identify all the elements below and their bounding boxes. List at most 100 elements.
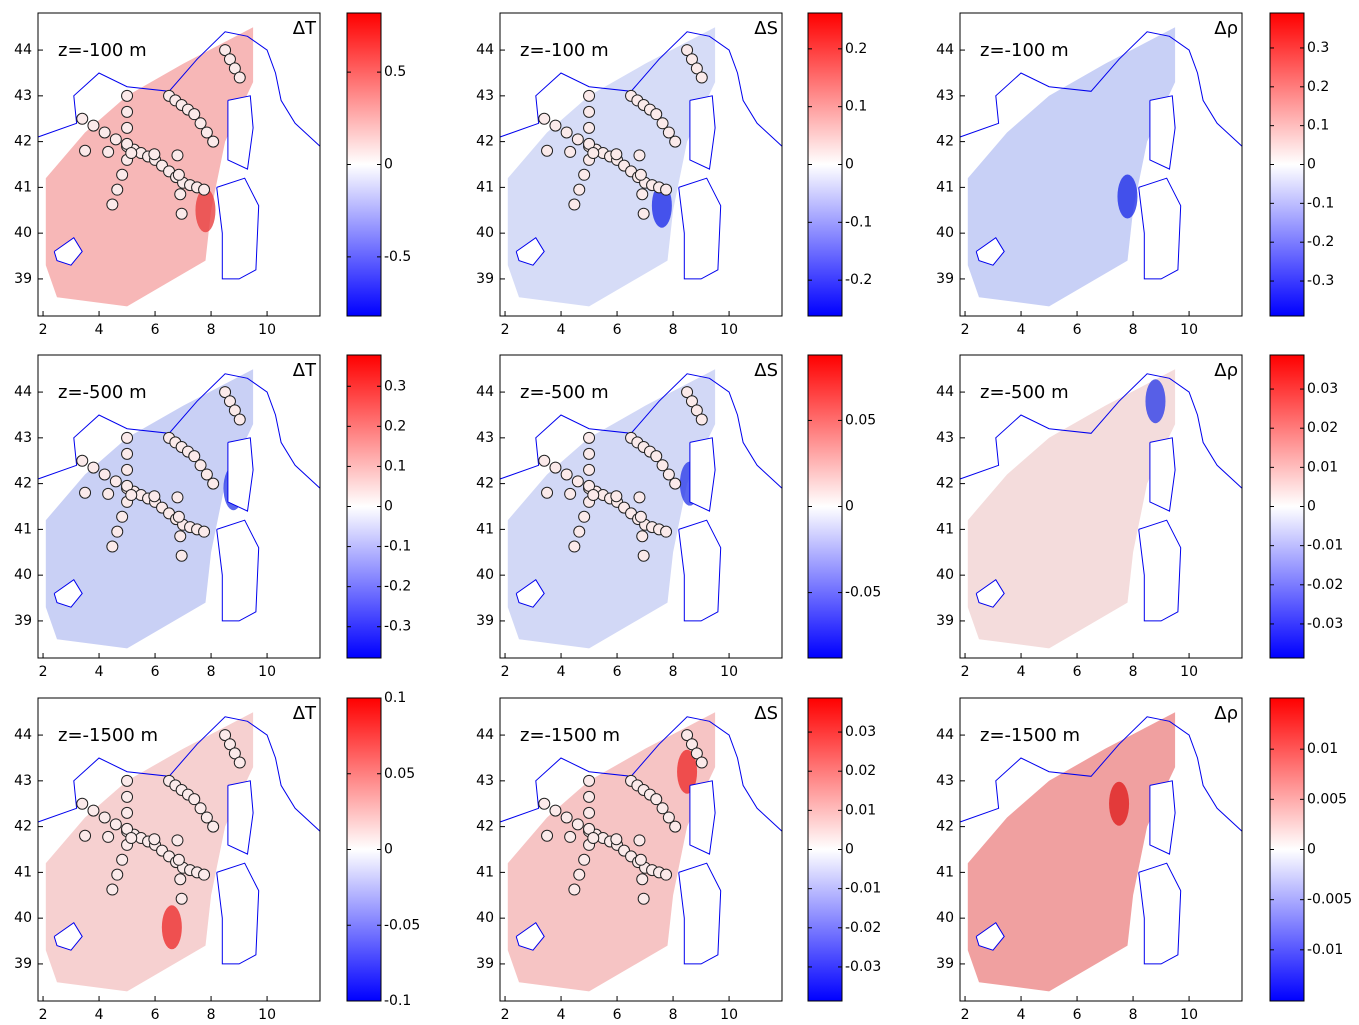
axes-frame [37,354,321,659]
station [109,818,122,831]
y-tick-label: 39 [476,613,494,629]
station [538,112,551,125]
station [223,53,236,66]
coastline [959,31,1243,147]
map-panel: 2 4 6 8 10 39 40 41 42 43 44 z=-100 m ΔT -0.5 0 0.5 [14,12,411,338]
station [660,183,673,196]
station [662,811,675,824]
coastline [678,519,722,622]
x-tick-label: 4 [95,322,104,338]
station [207,820,220,833]
x-tick-label: 10 [720,322,738,338]
x-tick-label: 10 [720,1007,738,1023]
station [583,447,596,460]
station [650,108,663,121]
colorbar-tick-label: 0.2 [384,418,406,434]
x-tick-label: 6 [1073,322,1082,338]
colorbar [1269,12,1305,317]
map-panel: 2 4 6 8 10 39 40 41 42 43 44 z=-1500 m ΔS -0.03 -0.02 -… [476,697,881,1023]
station [219,386,232,399]
map-panel: 2 4 6 8 10 39 40 41 42 43 44 z=-500 m ΔS -0.05 0 0.05 [476,354,881,680]
station [121,774,134,787]
colorbar-tick-label: -0.1 [845,214,872,230]
station [583,431,596,444]
station [583,790,596,803]
station [98,811,111,824]
colorbar-tick-label: 0 [1307,842,1316,858]
colorbar-tick-label: 0.5 [384,64,406,80]
station [125,147,138,160]
depth-label: z=-500 m [980,382,1069,403]
axes-frame [37,12,321,317]
station [573,525,586,538]
coastline [678,862,722,965]
x-tick-label: 8 [1129,1007,1138,1023]
colorbar-tick-label: -0.02 [845,920,881,936]
station [650,793,663,806]
station [207,477,220,490]
station [148,490,161,503]
depth-label: z=-1500 m [58,725,158,746]
station [587,489,600,502]
x-tick-label: 10 [258,322,276,338]
station [549,119,562,132]
map-panel: 2 4 6 8 10 39 40 41 42 43 44 z=-100 m ΔS -0.2 -0.1 0 0.1… [476,12,872,338]
station [610,833,623,846]
y-tick-label: 44 [14,384,32,400]
x-tick-label: 10 [258,664,276,680]
station [228,62,241,75]
station [681,729,694,742]
station [79,144,92,157]
coastline [227,95,254,170]
x-tick-label: 4 [1017,1007,1026,1023]
coastline [53,236,83,266]
y-tick-label: 43 [476,773,494,789]
x-tick-label: 2 [501,1007,510,1023]
map-panel: 2 4 6 8 10 39 40 41 42 43 44 z=-500 m Δρ -0.03 -0.02 -0… [936,354,1343,680]
station [174,188,187,201]
coastline [678,177,722,280]
station [223,738,236,751]
y-tick-label: 41 [936,179,954,195]
colorbar-tick-label: 0 [845,157,854,173]
coastline [689,780,716,855]
colorbar-tick-label: 0.1 [384,690,406,706]
station [634,853,647,866]
station [583,105,596,118]
station [685,395,698,408]
station [223,395,236,408]
station [662,126,675,139]
y-tick-label: 43 [936,773,954,789]
variable-title: ΔT [293,703,317,724]
station [121,463,134,476]
x-tick-label: 4 [1017,664,1026,680]
station [578,510,591,523]
x-tick-label: 6 [151,322,160,338]
station [685,738,698,751]
colorbar [346,12,382,317]
depth-label: z=-100 m [58,40,147,61]
y-tick-label: 39 [936,271,954,287]
colorbar-tick-label: -0.01 [1307,538,1343,554]
station [690,404,703,417]
station [109,133,122,146]
field-feature [1109,781,1130,826]
colorbar-tick-label: -0.01 [1307,942,1343,958]
x-tick-label: 4 [557,1007,566,1023]
station [578,853,591,866]
colorbar-tick-label: -0.2 [845,272,872,288]
coastline [515,236,545,266]
coastline [499,716,783,832]
colorbar-tick-label: 0.1 [845,99,867,115]
colorbar-tick-label: 0 [845,499,854,515]
coastline [1138,177,1182,280]
colorbar-tick-label: -0.02 [1307,577,1343,593]
y-tick-label: 44 [476,42,494,58]
station [87,804,100,817]
station [233,413,246,426]
station [583,121,596,134]
x-tick-label: 6 [613,664,622,680]
station [174,873,187,886]
colorbar-tick-label: -0.03 [845,959,881,975]
